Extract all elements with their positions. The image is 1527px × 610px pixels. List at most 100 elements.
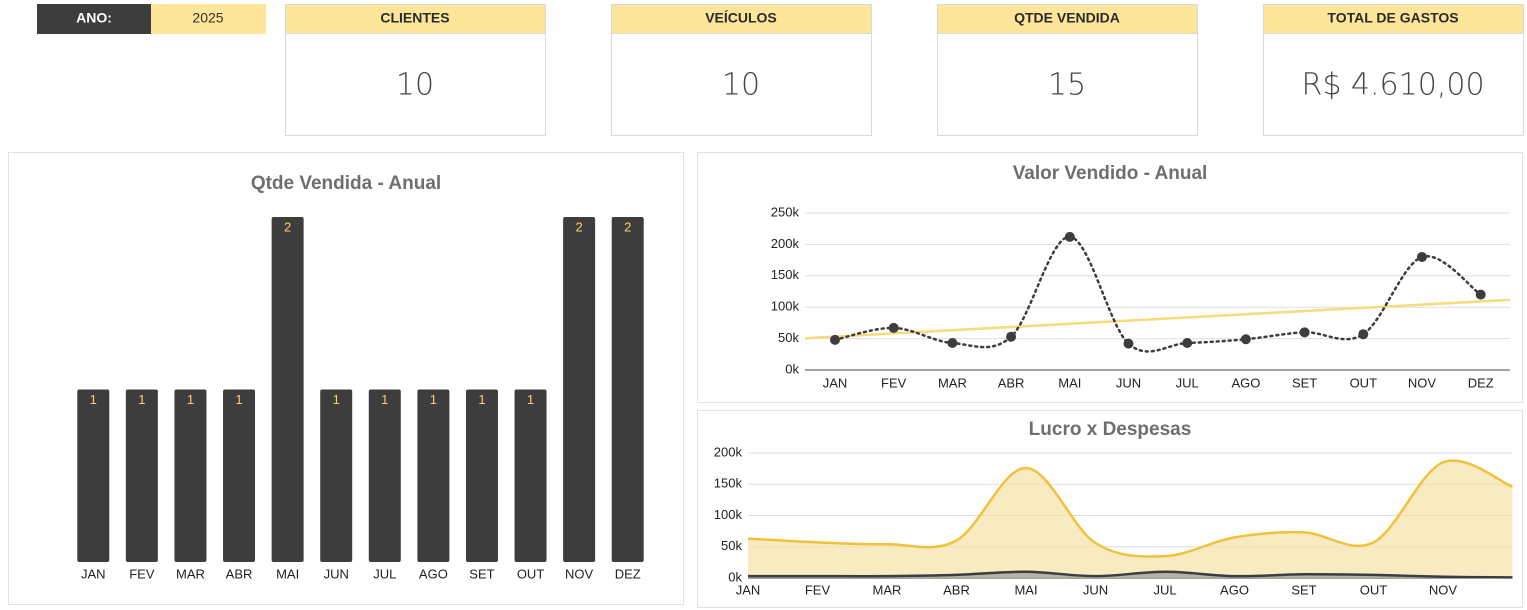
- kpi-title: CLIENTES: [380, 10, 449, 26]
- bar: [77, 389, 110, 562]
- x-tick-label: MAI: [1014, 582, 1037, 597]
- x-tick-label: SET: [1292, 375, 1317, 390]
- x-tick-label: AGO: [419, 566, 448, 581]
- x-tick-label: MAI: [1058, 375, 1081, 390]
- kpi-title: QTDE VENDIDA: [1014, 10, 1120, 26]
- point: [1123, 338, 1134, 349]
- x-tick-label: JUN: [1083, 582, 1108, 597]
- data-label: 1: [527, 392, 534, 407]
- kpi-value: R$ 4.610,00: [1301, 68, 1484, 103]
- point: [1240, 334, 1251, 345]
- x-tick-label: NOV: [1429, 582, 1458, 597]
- point: [1006, 331, 1017, 342]
- x-tick-label: ABR: [226, 566, 253, 581]
- x-tick-label: FEV: [805, 582, 831, 597]
- point: [1182, 337, 1193, 348]
- filter-value-box[interactable]: [151, 4, 266, 34]
- x-tick-label: FEV: [881, 375, 907, 390]
- point: [1299, 327, 1310, 338]
- kpi-value: 15: [1048, 68, 1086, 103]
- filter-label-box: [37, 4, 151, 34]
- chart-title: Qtde Vendida - Anual: [251, 173, 441, 194]
- bar: [417, 389, 450, 562]
- bar: [271, 217, 304, 562]
- series-line: [747, 459, 1513, 558]
- bar: [563, 217, 596, 562]
- x-tick-label: JUL: [373, 566, 396, 581]
- x-tick-label: JAN: [736, 582, 761, 597]
- data-label: 2: [624, 219, 631, 234]
- x-tick-label: SET: [469, 566, 494, 581]
- x-tick-label: ABR: [998, 375, 1025, 390]
- data-label: 1: [138, 392, 145, 407]
- data-label: 1: [430, 392, 437, 407]
- bar: [465, 389, 498, 562]
- data-label: 2: [284, 219, 291, 234]
- kpi-title: TOTAL DE GASTOS: [1327, 10, 1458, 26]
- data-label: 1: [235, 392, 242, 407]
- bar: [368, 389, 401, 562]
- kpi-header: [937, 4, 1198, 34]
- x-tick-label: MAR: [938, 375, 967, 390]
- x-tick-label: SET: [1291, 582, 1316, 597]
- x-tick-label: JUL: [1176, 375, 1199, 390]
- y-tick-label: 0k: [728, 569, 742, 584]
- point: [1475, 289, 1486, 300]
- data-label: 1: [381, 392, 388, 407]
- data-label: 1: [333, 392, 340, 407]
- point: [830, 334, 840, 345]
- point: [1417, 251, 1427, 262]
- series-line: [748, 570, 1513, 579]
- data-label: 1: [187, 392, 194, 407]
- y-tick-label: 50k: [778, 330, 799, 345]
- chart-panel: [697, 152, 1523, 403]
- chart-title: Valor Vendido - Anual: [1013, 163, 1208, 184]
- kpi-card: CLIENTES 10: [285, 4, 546, 136]
- x-tick-label: MAR: [176, 566, 205, 581]
- x-tick-label: NOV: [565, 566, 594, 581]
- kpi-card: TOTAL DE GASTOS R$ 4.610,00: [1263, 4, 1524, 136]
- kpi-title: VEÍCULOS: [705, 10, 777, 26]
- y-tick-label: 100k: [771, 299, 800, 314]
- x-tick-label: DEZ: [1468, 375, 1494, 390]
- series-area: [748, 460, 1513, 578]
- kpi-card: VEÍCULOS 10: [611, 4, 872, 136]
- chart-title: Lucro x Despesas: [1029, 419, 1192, 440]
- x-tick-label: OUT: [1360, 582, 1388, 597]
- data-label: 1: [478, 392, 485, 407]
- kpi-header: [1263, 4, 1524, 34]
- trend-line: [804, 298, 1511, 340]
- y-tick-label: 150k: [771, 267, 800, 282]
- point: [1064, 231, 1075, 242]
- x-tick-label: NOV: [1408, 375, 1437, 390]
- y-tick-label: 150k: [714, 476, 743, 491]
- point: [947, 337, 958, 348]
- x-tick-label: DEZ: [615, 566, 641, 581]
- x-tick-label: JAN: [81, 566, 106, 581]
- filter-label: ANO:: [76, 10, 112, 26]
- point: [1358, 329, 1369, 340]
- x-tick-label: ABR: [943, 582, 970, 597]
- x-tick-label: MAI: [276, 566, 299, 581]
- kpi-header: [285, 4, 546, 34]
- x-tick-label: JAN: [823, 375, 848, 390]
- kpi-header: [611, 4, 872, 34]
- bar: [174, 389, 207, 562]
- x-tick-label: MAR: [873, 582, 902, 597]
- bar: [320, 389, 353, 562]
- y-tick-label: 100k: [714, 507, 743, 522]
- kpi-value: 10: [396, 68, 434, 103]
- bar: [611, 217, 644, 562]
- x-tick-label: JUL: [1153, 582, 1176, 597]
- data-label: 2: [576, 219, 583, 234]
- y-tick-label: 200k: [714, 444, 743, 459]
- kpi-card: QTDE VENDIDA 15: [937, 4, 1198, 136]
- x-tick-label: AGO: [1231, 375, 1260, 390]
- x-tick-label: AGO: [1220, 582, 1249, 597]
- bar: [125, 389, 158, 562]
- bar: [514, 389, 547, 562]
- filter-value[interactable]: 2025: [192, 10, 223, 26]
- data-label: 1: [90, 392, 97, 407]
- y-tick-label: 200k: [771, 236, 800, 251]
